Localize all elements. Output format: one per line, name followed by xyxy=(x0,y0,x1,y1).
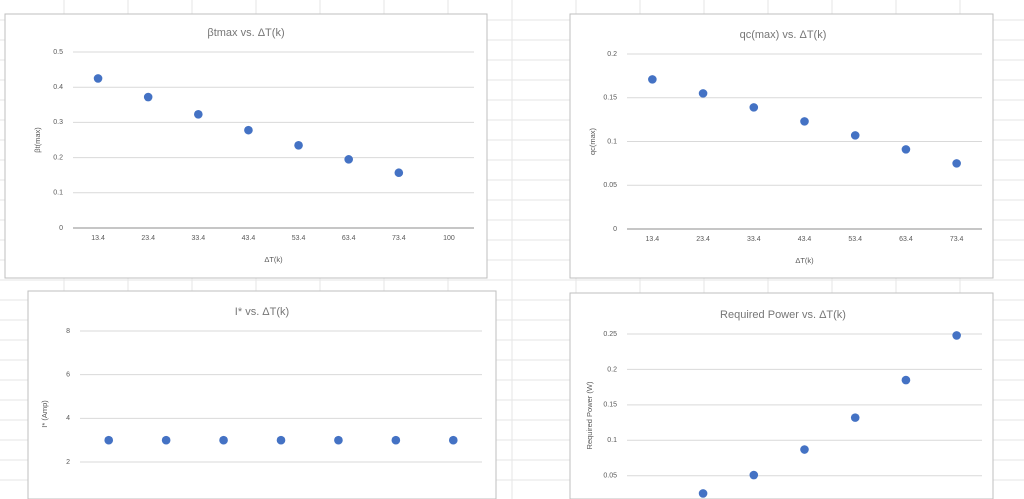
x-axis-label: ΔT(k) xyxy=(795,256,814,265)
point xyxy=(749,103,759,112)
point xyxy=(244,125,253,135)
chart-title: βtmax vs. ΔT(k) xyxy=(207,27,284,39)
y-tick-label: 0.15 xyxy=(603,95,617,102)
x-tick-label: 43.4 xyxy=(798,236,812,243)
y-axis-label: qc(max) xyxy=(588,127,597,155)
point xyxy=(448,435,458,445)
y-tick-label: 0.2 xyxy=(607,51,617,58)
y-tick-label: 0.2 xyxy=(607,366,617,373)
y-tick-label: 0.1 xyxy=(607,138,617,145)
point xyxy=(850,131,860,140)
point xyxy=(800,117,809,126)
y-tick-label: 6 xyxy=(66,372,70,379)
chart-title: Required Power vs. ΔT(k) xyxy=(720,309,846,321)
x-tick-label: 73.4 xyxy=(950,236,964,243)
chart-area xyxy=(27,290,497,499)
point xyxy=(104,435,114,445)
x-tick-label: 63.4 xyxy=(899,236,913,243)
y-axis-label: I* (Amp) xyxy=(40,400,49,428)
x-tick-label: 23.4 xyxy=(141,235,155,242)
point xyxy=(194,110,203,119)
x-tick-label: 63.4 xyxy=(342,235,356,242)
point xyxy=(344,155,353,164)
point xyxy=(698,489,708,498)
chart-area xyxy=(569,13,994,279)
chart-title: I* vs. ΔT(k) xyxy=(235,306,289,318)
point xyxy=(800,445,809,454)
point xyxy=(219,435,228,445)
y-tick-label: 0.5 xyxy=(53,49,63,56)
x-tick-label: 33.4 xyxy=(747,236,761,243)
y-axis-label: Required Power (W) xyxy=(585,381,594,449)
y-tick-label: 0.2 xyxy=(53,154,63,161)
point xyxy=(294,140,303,150)
point xyxy=(952,159,961,168)
y-tick-label: 0.3 xyxy=(53,119,63,126)
x-tick-label: 33.4 xyxy=(192,235,206,242)
point xyxy=(648,75,657,84)
x-tick-label: 100 xyxy=(443,235,455,242)
x-tick-label: 53.4 xyxy=(848,236,862,243)
y-tick-label: 0.05 xyxy=(603,182,617,189)
y-tick-label: 0 xyxy=(59,225,63,232)
y-tick-label: 0.25 xyxy=(603,331,617,338)
point xyxy=(850,413,860,422)
y-tick-label: 0.1 xyxy=(607,437,617,444)
point xyxy=(698,89,708,98)
y-tick-label: 0.4 xyxy=(53,84,63,91)
y-axis-label: βt(max) xyxy=(33,127,42,153)
point xyxy=(143,92,153,102)
chart-title: qc(max) vs. ΔT(k) xyxy=(740,29,827,41)
point xyxy=(161,435,171,445)
point xyxy=(901,145,911,154)
point xyxy=(394,168,404,178)
chart-area xyxy=(4,13,488,279)
point xyxy=(749,470,759,480)
y-tick-label: 4 xyxy=(66,415,70,422)
x-tick-label: 23.4 xyxy=(696,236,710,243)
y-tick-label: 0.15 xyxy=(603,402,617,409)
y-tick-label: 0.1 xyxy=(53,190,63,197)
point xyxy=(93,74,103,83)
x-tick-label: 13.4 xyxy=(91,235,105,242)
x-tick-label: 13.4 xyxy=(646,236,660,243)
point xyxy=(901,375,911,385)
y-tick-label: 8 xyxy=(66,328,70,335)
x-axis-label: ΔT(k) xyxy=(264,255,283,264)
y-tick-label: 2 xyxy=(66,459,70,466)
chart-area xyxy=(569,292,994,499)
point xyxy=(276,435,286,445)
point xyxy=(391,435,401,445)
point xyxy=(952,331,961,340)
x-tick-label: 43.4 xyxy=(242,235,256,242)
x-tick-label: 53.4 xyxy=(292,235,306,242)
x-tick-label: 73.4 xyxy=(392,235,406,242)
y-tick-label: 0 xyxy=(613,226,617,233)
y-tick-label: 0.05 xyxy=(603,473,617,480)
point xyxy=(334,435,343,445)
